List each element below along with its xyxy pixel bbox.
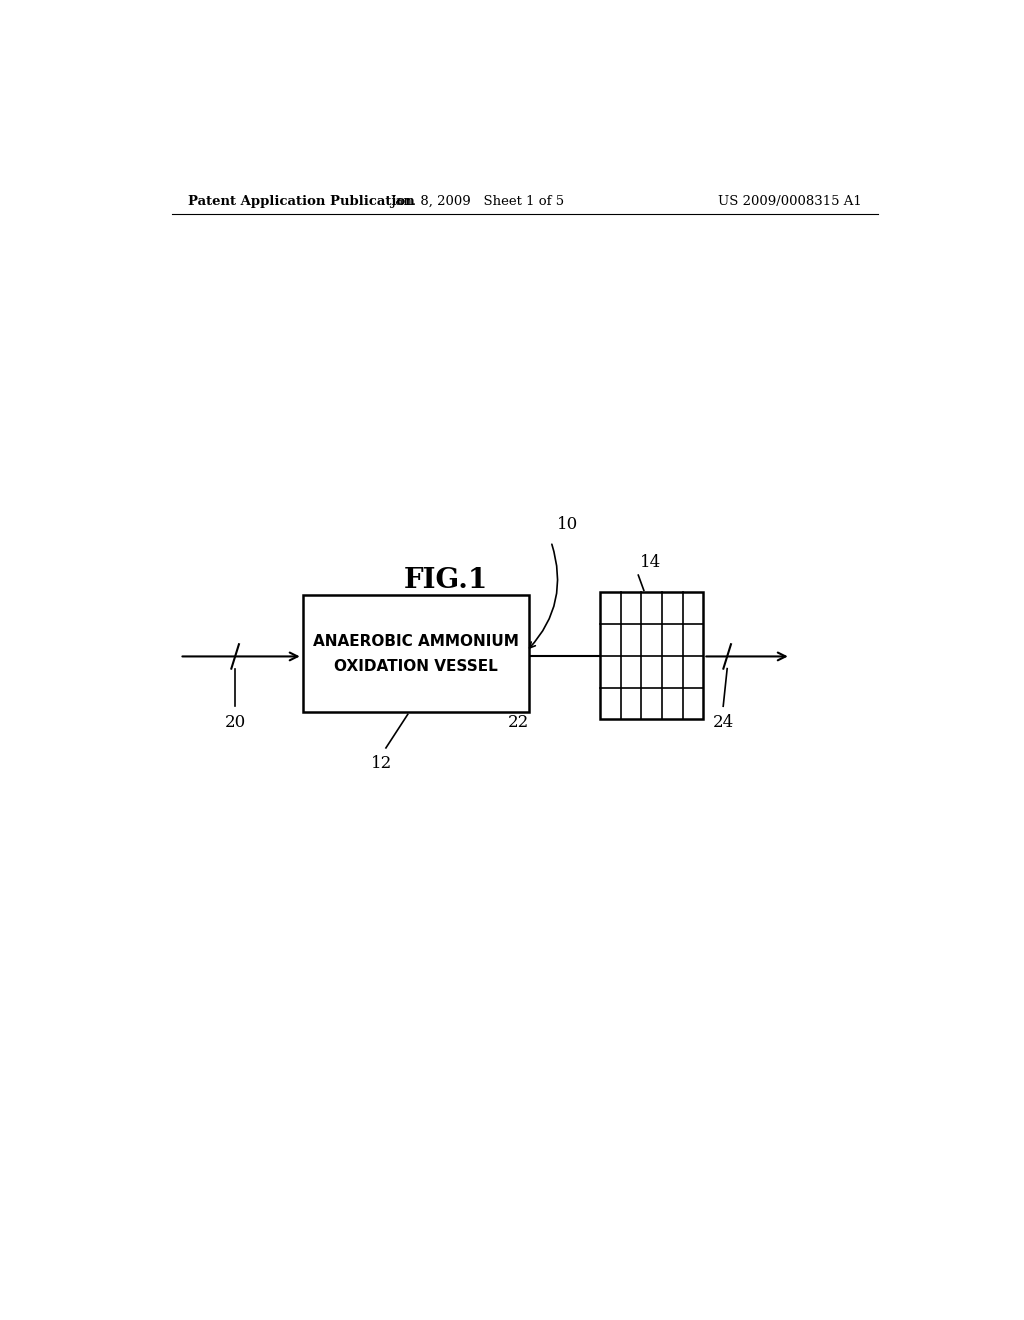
Text: OXIDATION VESSEL: OXIDATION VESSEL	[334, 659, 498, 673]
Text: 20: 20	[224, 714, 246, 731]
Text: Patent Application Publication: Patent Application Publication	[187, 194, 415, 207]
Text: 10: 10	[557, 516, 578, 533]
Bar	[600, 593, 703, 719]
Text: US 2009/0008315 A1: US 2009/0008315 A1	[718, 194, 862, 207]
Text: ANAEROBIC AMMONIUM: ANAEROBIC AMMONIUM	[312, 634, 518, 649]
Text: 14: 14	[640, 554, 662, 572]
Text: FIG.1: FIG.1	[403, 566, 487, 594]
Text: 12: 12	[372, 755, 392, 772]
Text: Jan. 8, 2009   Sheet 1 of 5: Jan. 8, 2009 Sheet 1 of 5	[390, 194, 564, 207]
Text: 24: 24	[713, 714, 734, 731]
Bar	[303, 595, 528, 713]
Text: 22: 22	[508, 714, 529, 731]
